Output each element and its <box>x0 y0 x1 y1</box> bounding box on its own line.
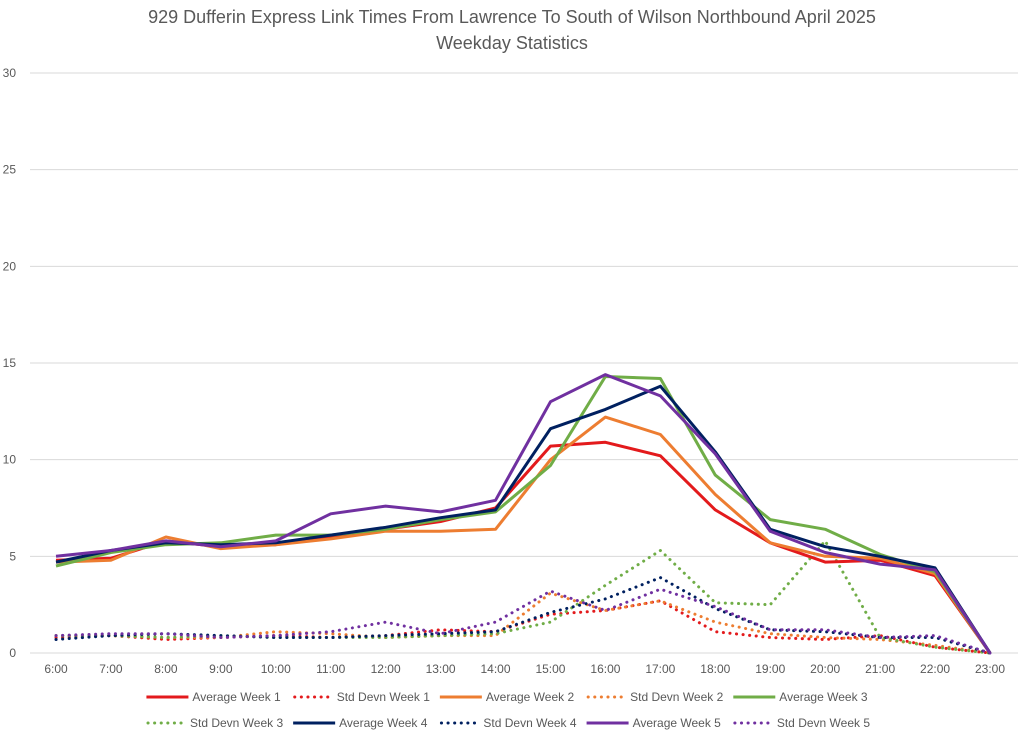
legend-label: Average Week 5 <box>633 716 722 730</box>
legend-item: Average Week 4 <box>293 716 428 730</box>
legend-label: Std Devn Week 3 <box>190 716 283 730</box>
x-tick-label: 12:00 <box>371 662 401 676</box>
x-tick-label: 21:00 <box>865 662 895 676</box>
x-tick-label: 22:00 <box>920 662 950 676</box>
y-axis-ticks: 0 5 10 15 20 25 30 <box>3 66 17 660</box>
legend-label: Std Devn Week 5 <box>777 716 870 730</box>
x-tick-label: 14:00 <box>481 662 511 676</box>
gridlines <box>30 72 1018 654</box>
x-tick-label: 8:00 <box>154 662 178 676</box>
y-tick-label: 20 <box>3 259 17 273</box>
series-line-average-week-3 <box>55 375 992 654</box>
legend: Average Week 1 Std Devn Week 1 Average Wee… <box>146 690 870 730</box>
series-line-std-devn-week-4 <box>54 576 992 655</box>
legend-item: Average Week 5 <box>586 716 722 730</box>
legend-label: Average Week 1 <box>192 690 281 704</box>
x-tick-label: 16:00 <box>590 662 620 676</box>
x-tick-label: 9:00 <box>209 662 233 676</box>
legend-item: Average Week 3 <box>733 690 868 704</box>
y-tick-label: 15 <box>3 356 17 370</box>
series-line-average-week-5 <box>55 373 992 654</box>
legend-label: Average Week 3 <box>779 690 868 704</box>
legend-item: Std Devn Week 3 <box>146 716 283 730</box>
legend-label: Std Devn Week 2 <box>630 690 723 704</box>
legend-item: Std Devn Week 2 <box>586 690 724 704</box>
x-tick-label: 7:00 <box>99 662 123 676</box>
x-tick-label: 13:00 <box>426 662 456 676</box>
x-tick-label: 10:00 <box>261 662 291 676</box>
x-axis-ticks: 6:00 7:00 8:00 9:00 10:00 11:00 12:00 13:00 14:0… <box>44 662 1005 676</box>
x-tick-label: 6:00 <box>44 662 68 676</box>
series-line-std-devn-week-5 <box>54 587 992 655</box>
legend-label: Average Week 4 <box>339 716 428 730</box>
legend-item: Std Devn Week 1 <box>293 690 430 704</box>
series-lines <box>54 373 992 655</box>
y-tick-label: 10 <box>3 453 17 467</box>
chart-title: 929 Dufferin Express Link Times From Law… <box>148 7 876 27</box>
chart-subtitle: Weekday Statistics <box>436 33 588 53</box>
legend-item: Average Week 1 <box>146 690 281 704</box>
legend-label: Std Devn Week 4 <box>483 716 576 730</box>
legend-item: Std Devn Week 5 <box>733 716 870 730</box>
x-tick-label: 11:00 <box>316 662 345 676</box>
x-tick-label: 17:00 <box>645 662 675 676</box>
y-tick-label: 25 <box>3 163 17 177</box>
x-tick-label: 19:00 <box>755 662 785 676</box>
x-tick-label: 23:00 <box>975 662 1005 676</box>
legend-item: Std Devn Week 4 <box>439 716 577 730</box>
x-tick-label: 20:00 <box>810 662 840 676</box>
legend-label: Average Week 2 <box>486 690 575 704</box>
series-line-std-devn-week-2 <box>54 591 992 655</box>
legend-item: Average Week 2 <box>439 690 575 704</box>
legend-label: Std Devn Week 1 <box>337 690 430 704</box>
x-tick-label: 15:00 <box>535 662 565 676</box>
series-line-std-devn-week-3 <box>54 539 992 655</box>
x-tick-label: 18:00 <box>700 662 730 676</box>
y-tick-label: 5 <box>9 549 16 563</box>
y-tick-label: 30 <box>3 66 17 80</box>
y-tick-label: 0 <box>9 646 16 660</box>
